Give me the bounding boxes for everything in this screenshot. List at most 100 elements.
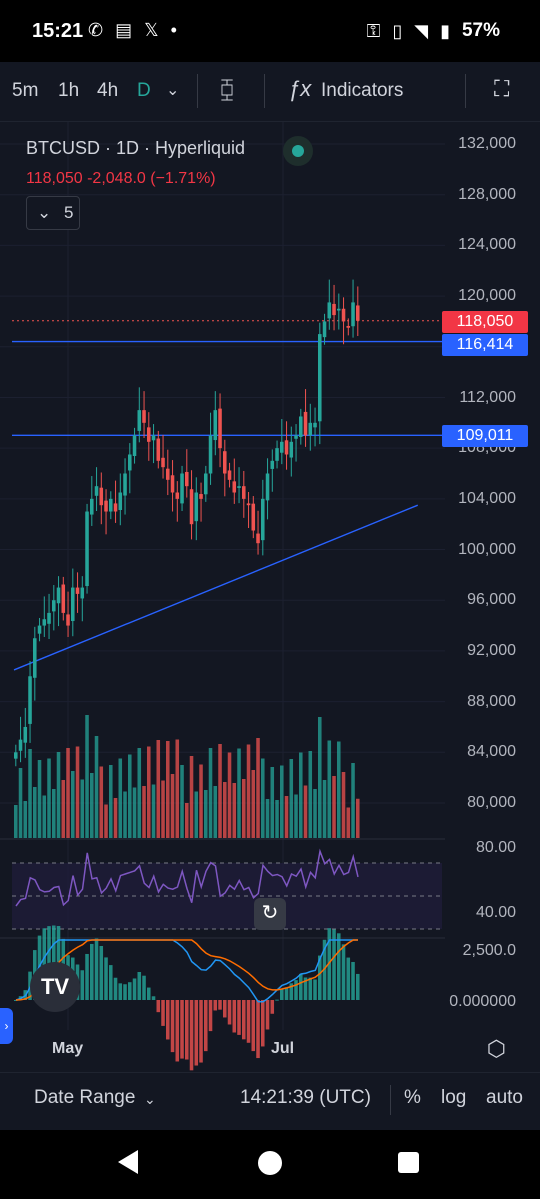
volume-bar (256, 738, 260, 838)
date-range-button[interactable]: Date Range (34, 1087, 136, 1108)
indicator-count: 5 (63, 203, 74, 222)
rsi-band (12, 863, 442, 929)
candle-body (251, 503, 256, 531)
volume-bar (66, 748, 70, 838)
volume-bar (322, 780, 327, 838)
symbol-legend[interactable]: BTCUSD · 1D · Hyperliquid (26, 138, 246, 158)
indicators-fx-icon[interactable]: ƒx (288, 76, 312, 101)
macd-histogram-bar (132, 978, 137, 1000)
time-axis-jul: Jul (271, 1040, 295, 1057)
macd-histogram-bar (142, 975, 146, 1000)
macd-histogram-bar (280, 989, 284, 1000)
volume-bar (299, 752, 303, 838)
volume-bar (113, 798, 118, 838)
volume-bar (23, 801, 28, 838)
date-range-chevron-icon[interactable]: ⌄ (144, 1091, 156, 1107)
price-axis-label: 120,000 (458, 287, 516, 305)
volume-bar (156, 740, 161, 838)
macd-histogram-bar (180, 1000, 184, 1059)
candle-body (208, 435, 213, 474)
macd-histogram-bar (227, 1000, 232, 1025)
current-price-tag: 118,050 (442, 311, 528, 333)
macd-histogram-bar (189, 1000, 194, 1071)
candle-body (322, 321, 327, 338)
macd-histogram-bar (232, 1000, 237, 1033)
candle-body (109, 498, 113, 512)
candle-body (85, 511, 89, 587)
macd-histogram-bar (161, 1000, 165, 1026)
macd-histogram-bar (208, 1000, 213, 1032)
interval-1h[interactable]: 1h (58, 80, 80, 101)
macd-histogram-bar (109, 965, 113, 1000)
candle-body (313, 422, 317, 428)
side-panel-handle-icon[interactable]: › (0, 1008, 13, 1044)
volume-bar (242, 779, 246, 838)
volume-bar (189, 756, 194, 838)
volume-bar (284, 796, 289, 838)
candle-body (75, 587, 80, 594)
candle-body (42, 619, 47, 626)
volume-bar (175, 739, 180, 838)
candle-body (270, 460, 275, 469)
document-icon: ▤ (115, 20, 133, 40)
candle-body (56, 587, 61, 604)
interval-4h[interactable]: 4h (97, 80, 119, 101)
volume-bar (123, 791, 127, 838)
volume-bar (161, 780, 165, 838)
macd-axis-top: 2,500.0 (462, 942, 516, 959)
volume-bar (151, 784, 156, 838)
macd-histogram-bar (303, 977, 308, 1000)
macd-histogram-bar (299, 973, 303, 1000)
fullscreen-icon[interactable]: ⛶ (494, 76, 510, 101)
interval-5m[interactable]: 5m (12, 80, 39, 101)
recent-apps-icon[interactable] (398, 1152, 419, 1173)
indicators-button[interactable]: Indicators (321, 80, 404, 101)
chart-toolbar: 5m 1h 4h D ⌄ ⧮ ƒx Indicators ⛶ (0, 62, 540, 122)
macd-histogram-bar (94, 938, 99, 1000)
candle-body (199, 494, 203, 499)
volume-bar (213, 786, 218, 838)
candle-body (66, 614, 70, 626)
log-scale-toggle[interactable]: log (441, 1087, 467, 1108)
legend-collapse-button[interactable]: ⌄ 5 (26, 196, 80, 230)
volume-bar (104, 804, 108, 838)
auto-scale-toggle[interactable]: auto (486, 1087, 523, 1108)
candle-body (303, 411, 308, 436)
percent-scale-toggle[interactable]: % (404, 1087, 421, 1108)
macd-histogram-bar (308, 977, 313, 1000)
candlestick-type-icon[interactable]: ⧮ (220, 76, 235, 101)
volume-bar (289, 759, 294, 838)
macd-histogram-bar (199, 1000, 203, 1063)
macd-histogram-bar (265, 1000, 270, 1030)
volume-bar (308, 751, 313, 838)
back-icon[interactable] (118, 1150, 138, 1174)
vibrate-icon: ▯ (392, 20, 403, 41)
utc-clock[interactable]: 14:21:39 (UTC) (240, 1087, 371, 1108)
chart-settings-icon[interactable]: ⬡ (486, 1036, 506, 1061)
macd-histogram-bar (14, 1000, 18, 1001)
macd-histogram-bar (332, 929, 336, 1000)
reset-chart-icon[interactable]: ↻ (254, 898, 286, 930)
tradingview-logo-icon[interactable]: TV (30, 962, 80, 1012)
level-2-price-tag[interactable]: 109,011 (442, 425, 528, 447)
volume-bar (223, 782, 227, 838)
volume-bar (61, 780, 66, 838)
macd-histogram-bar (341, 944, 346, 1000)
interval-dropdown-chevron-icon[interactable]: ⌄ (166, 82, 180, 99)
candle-body (308, 422, 313, 436)
interval-d[interactable]: D (137, 80, 151, 101)
macd-histogram-bar (175, 1000, 180, 1062)
volume-bar (185, 803, 189, 838)
volume-bar (80, 779, 85, 838)
volume-bar (265, 799, 270, 838)
level-1-price-tag[interactable]: 116,414 (442, 334, 528, 356)
macd-histogram-bar (147, 987, 151, 1000)
macd-histogram-bar (99, 945, 104, 1000)
candle-body (256, 533, 260, 544)
price-axis-label: 80,000 (467, 794, 516, 812)
home-icon[interactable] (258, 1151, 282, 1175)
volume-bar (18, 768, 23, 838)
macd-line (15, 939, 358, 1003)
candle-body (327, 302, 332, 319)
volume-bar (218, 744, 222, 838)
